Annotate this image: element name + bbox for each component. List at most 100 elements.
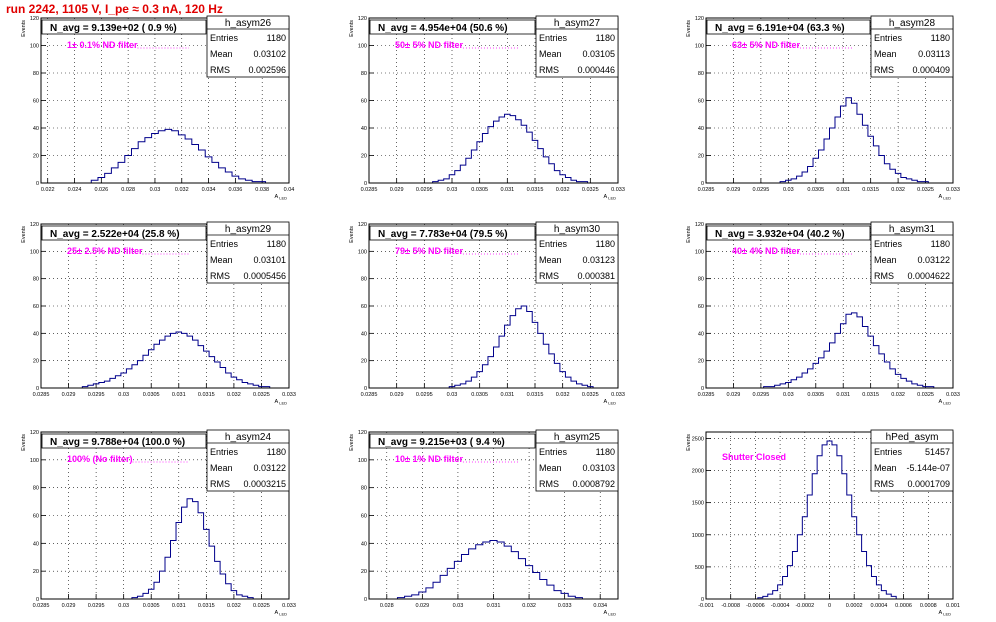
histogram-bin <box>111 168 118 183</box>
histogram-bin <box>412 595 419 599</box>
histogram-bin <box>215 362 221 388</box>
histogram-bin <box>471 377 477 388</box>
stats-entries-value: 1180 <box>267 447 286 457</box>
filter-annotation: 63± 5% ND filter <box>732 40 800 50</box>
y-tick-label: 120 <box>695 222 704 228</box>
x-tick-label: 0.03 <box>447 392 458 398</box>
y-tick-label: 20 <box>361 154 367 160</box>
frame-border <box>368 223 619 389</box>
histogram-bin <box>819 358 824 388</box>
x-tick-label: 0.029 <box>62 392 76 398</box>
histogram-bin <box>482 365 488 388</box>
filter-annotation: 50± 5% ND filter <box>395 40 463 50</box>
x-tick-label: 0.031 <box>487 603 501 609</box>
x-tick-label: 0.0285 <box>698 392 715 398</box>
plot-title: N_avg = 2.522e+04 (25.8 %) <box>50 229 180 240</box>
histogram-bin <box>846 314 851 388</box>
histogram-bin <box>527 132 533 183</box>
x-axis-label: ALED <box>939 194 952 201</box>
y-tick-label: 60 <box>698 304 704 310</box>
x-tick-label: 0.03 <box>150 187 161 193</box>
title-box <box>41 225 207 241</box>
histogram-bin <box>830 343 835 388</box>
stats-mean-label: Mean <box>874 463 897 473</box>
x-tick-label: 0.0325 <box>917 392 934 398</box>
y-tick-label: 20 <box>698 154 704 160</box>
plot-title: N_avg = 4.954e+04 (50.6 %) <box>378 23 508 34</box>
histogram-bin <box>876 585 881 599</box>
histogram-bin <box>137 361 143 388</box>
y-tick-label: 80 <box>33 277 39 283</box>
plot-title: N_avg = 3.932e+04 (40.2 %) <box>715 229 845 240</box>
stats-entries-value: 1180 <box>596 239 615 249</box>
x-tick-label: 0.038 <box>255 187 269 193</box>
histogram-bin <box>851 313 856 388</box>
histogram-series <box>448 305 594 388</box>
x-tick-label: 0.022 <box>41 187 55 193</box>
y-tick-label: 20 <box>33 359 39 365</box>
histogram-bin <box>780 384 785 388</box>
histogram-bin <box>884 164 889 183</box>
filter-annotation: 40± 4% ND filter <box>732 246 800 256</box>
y-tick-label: 100 <box>30 458 39 464</box>
histogram-bin <box>560 372 566 388</box>
x-tick-label: 0.0325 <box>253 603 270 609</box>
y-tick-label: 20 <box>361 359 367 365</box>
histogram-bin <box>797 176 802 183</box>
y-tick-label: 100 <box>695 249 704 255</box>
histogram-bin <box>145 138 152 183</box>
y-tick-label: 20 <box>698 359 704 365</box>
stats-entries-label: Entries <box>539 239 568 249</box>
y-tick-label: 40 <box>698 331 704 337</box>
y-tick-label: 40 <box>361 331 367 337</box>
stats-rms-value: 0.0004622 <box>907 271 950 281</box>
y-tick-label: 0 <box>701 386 704 392</box>
stats-entries-label: Entries <box>539 447 568 457</box>
histogram-bin <box>895 374 900 388</box>
histogram-bin <box>104 381 110 388</box>
x-tick-label: 0.0295 <box>88 603 105 609</box>
histogram-line <box>90 128 273 184</box>
histogram-bin <box>824 351 829 388</box>
histogram-bin <box>488 357 494 388</box>
y-axis-label: Events <box>21 226 27 243</box>
histogram-line <box>757 440 897 599</box>
histogram-bin <box>165 336 171 388</box>
histogram-bin <box>847 495 852 599</box>
plot-title: N_avg = 6.191e+04 (63.3 %) <box>715 23 845 34</box>
stats-box <box>206 15 290 78</box>
histogram-bin <box>862 551 867 599</box>
histogram-bin <box>906 381 911 388</box>
histogram-bin <box>504 546 511 599</box>
stats-rms-value: 0.000409 <box>912 65 950 75</box>
plot-title: N_avg = 9.788e+04 (100.0 %) <box>50 437 185 448</box>
x-tick-label: 0.029 <box>390 392 404 398</box>
histogram-bin <box>125 156 132 184</box>
histogram-bin <box>444 179 450 183</box>
histogram-line <box>131 498 254 599</box>
stats-entries-label: Entries <box>539 33 568 43</box>
histogram-bin <box>543 344 549 388</box>
histogram-bin <box>906 179 911 183</box>
histogram-bin <box>494 347 500 388</box>
filter-annotation: 25± 2.5% ND filter <box>67 246 143 256</box>
histogram-bin <box>842 474 847 599</box>
y-axis-label: Events <box>349 434 355 451</box>
histogram-bin <box>561 593 568 599</box>
stats-hist-name: h_asym28 <box>889 18 936 29</box>
x-tick-label: 0.0325 <box>582 187 599 193</box>
histogram-line <box>779 97 929 183</box>
y-tick-label: 40 <box>361 126 367 132</box>
title-box <box>41 19 207 35</box>
y-tick-label: 40 <box>361 541 367 547</box>
stats-mean-label: Mean <box>210 255 233 265</box>
histogram-bin <box>824 139 829 183</box>
y-tick-label: 120 <box>30 222 39 228</box>
histogram-bin <box>98 178 105 184</box>
x-tick-label: 0.033 <box>558 603 572 609</box>
histogram-bin <box>471 150 477 183</box>
histogram-bin <box>862 125 867 183</box>
histogram-panel-h-asym31: 0.0285 0.029 0.0295 0.03 0.0305 0.031 0.0315 0.… <box>686 221 960 406</box>
stats-mean-value: 0.03102 <box>253 49 286 59</box>
x-axis-label: ALED <box>275 399 288 406</box>
